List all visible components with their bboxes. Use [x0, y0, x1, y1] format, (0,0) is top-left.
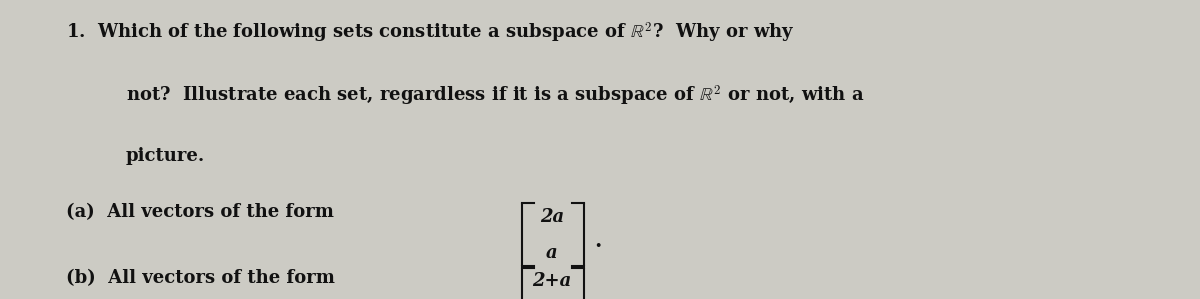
Text: not?  Illustrate each set, regardless if it is a subspace of $\mathbb{R}^2$ or n: not? Illustrate each set, regardless if … [126, 84, 864, 108]
Text: 2a: 2a [540, 208, 564, 226]
Text: .: . [594, 295, 601, 299]
Text: 1.  Which of the following sets constitute a subspace of $\mathbb{R}^2$?  Why or: 1. Which of the following sets constitut… [66, 21, 794, 45]
Text: a: a [546, 244, 558, 262]
Text: .: . [594, 231, 601, 251]
Text: picture.: picture. [126, 147, 205, 164]
Text: 2+a: 2+a [533, 272, 571, 290]
Text: (b)  All vectors of the form: (b) All vectors of the form [66, 269, 335, 287]
Text: (a)  All vectors of the form: (a) All vectors of the form [66, 203, 334, 221]
